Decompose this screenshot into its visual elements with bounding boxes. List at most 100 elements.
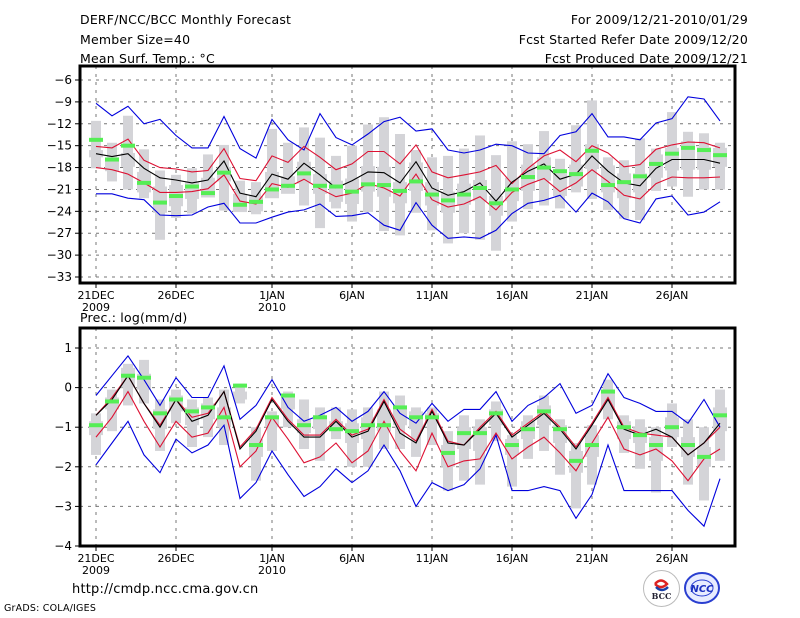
member-marker <box>457 192 471 197</box>
member-marker <box>329 184 343 189</box>
member-marker <box>441 450 455 455</box>
member-marker <box>201 191 215 196</box>
ncc-logo-text: NCC <box>690 584 714 595</box>
x-tick-label: 21JAN <box>576 552 609 565</box>
interquartile-box <box>153 186 167 213</box>
grads-credit: GrADS: COLA/IGES <box>4 603 97 614</box>
member-marker <box>345 189 359 194</box>
x-tick-label: 11JAN <box>416 552 449 565</box>
spread-box <box>571 443 581 509</box>
member-marker <box>121 373 135 378</box>
x-tick-label: 21DEC <box>77 289 114 302</box>
member-marker <box>473 431 487 436</box>
interquartile-box <box>473 427 487 451</box>
interquartile-box <box>681 141 695 170</box>
member-marker <box>553 427 567 432</box>
member-marker <box>521 175 535 180</box>
interquartile-box <box>409 162 423 191</box>
y-tick-label: −33 <box>47 270 72 284</box>
interquartile-box <box>233 391 247 400</box>
member-marker <box>313 415 327 420</box>
chart-title: DERF/NCC/BCC Monthly Forecast <box>80 12 292 27</box>
spread-box <box>475 419 485 485</box>
source-url[interactable]: http://cmdp.ncc.cma.gov.cn <box>72 582 259 597</box>
min-line <box>95 420 721 528</box>
member-marker <box>505 443 519 448</box>
interquartile-box <box>553 173 567 197</box>
y-tick-label: −4 <box>54 539 72 553</box>
temperature-panel-label: Mean Surf. Temp.: °C <box>80 51 215 66</box>
member-marker <box>249 199 263 204</box>
y-tick-label: −27 <box>47 226 72 240</box>
member-marker <box>537 409 551 414</box>
interquartile-box <box>393 407 407 426</box>
member-marker <box>185 184 199 189</box>
y-tick-label: −12 <box>47 117 72 131</box>
member-marker <box>713 413 727 418</box>
x-tick-year-label: 2010 <box>258 301 286 314</box>
member-marker <box>489 411 503 416</box>
bcc-logo-icon: BCC <box>652 579 672 601</box>
y-tick-label: −30 <box>47 248 72 262</box>
member-marker <box>409 415 423 420</box>
max-line <box>95 354 721 428</box>
member-marker <box>297 423 311 428</box>
x-tick-label: 26DEC <box>157 552 194 565</box>
x-tick-label: 26DEC <box>157 289 194 302</box>
interquartile-box <box>457 427 471 449</box>
y-tick-label: −1 <box>54 420 72 434</box>
member-marker <box>505 187 519 192</box>
spread-box <box>267 128 277 187</box>
plot-frame <box>78 64 737 285</box>
member-marker <box>153 200 167 205</box>
x-tick-year-label: 2010 <box>258 564 286 577</box>
member-marker <box>169 397 183 402</box>
ensemble-mean-line <box>95 374 721 456</box>
ncc-logo: NCC <box>683 571 721 605</box>
interquartile-box <box>377 166 391 197</box>
x-tick-label: 16JAN <box>496 289 529 302</box>
member-marker <box>153 411 167 416</box>
spread-box <box>507 435 517 487</box>
interquartile-box <box>713 147 727 167</box>
member-size-label: Member Size=40 <box>80 32 191 47</box>
member-marker <box>137 375 151 380</box>
bcc-logo-text: BCC <box>652 591 672 601</box>
member-marker <box>233 202 247 207</box>
interquartile-box <box>265 415 279 428</box>
member-marker <box>105 157 119 162</box>
plot-frame <box>78 326 737 548</box>
member-marker <box>681 443 695 448</box>
bcc-logo: BCC <box>643 570 680 607</box>
member-marker <box>601 183 615 188</box>
member-marker <box>633 174 647 179</box>
y-tick-label: −3 <box>54 499 72 513</box>
spread-box <box>91 120 101 169</box>
member-marker <box>201 405 215 410</box>
x-tick-label: 6JAN <box>339 552 365 565</box>
x-tick-label: 11JAN <box>416 289 449 302</box>
interquartile-box <box>489 196 503 216</box>
y-tick-label: −9 <box>54 95 72 109</box>
forecast-produced-date: Fcst Produced Date 2009/12/21 <box>544 51 748 66</box>
interquartile-box <box>617 173 631 199</box>
x-tick-label: 16JAN <box>496 552 529 565</box>
spread-box <box>123 115 133 190</box>
member-marker <box>265 187 279 192</box>
member-marker <box>425 415 439 420</box>
member-marker <box>137 180 151 185</box>
member-marker <box>281 183 295 188</box>
interquartile-box <box>329 421 343 432</box>
spread-box <box>203 154 213 189</box>
spread-box <box>571 125 581 193</box>
member-marker <box>537 165 551 170</box>
interquartile-box <box>361 166 375 192</box>
member-marker <box>697 148 711 153</box>
precipitation-panel-label: Prec.: log(mm/d) <box>80 310 188 325</box>
interquartile-box <box>601 165 615 193</box>
forecast-period: For 2009/12/21-2010/01/29 <box>570 12 748 27</box>
spread-box <box>555 419 565 475</box>
x-tick-label: 1JAN <box>259 552 285 565</box>
x-tick-label: 21JAN <box>576 289 609 302</box>
member-marker <box>89 137 103 142</box>
